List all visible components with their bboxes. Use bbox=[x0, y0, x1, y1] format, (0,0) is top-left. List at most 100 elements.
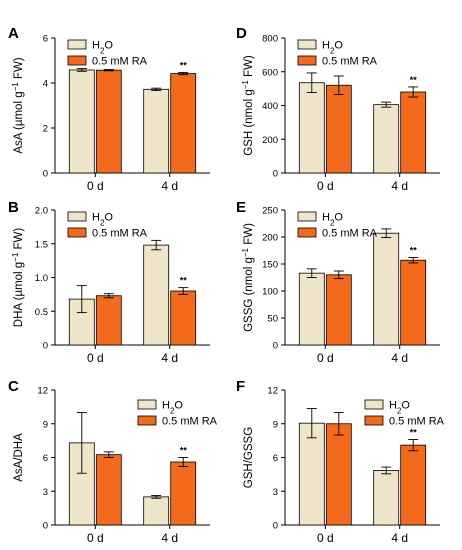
significance-mark: ** bbox=[410, 75, 418, 85]
legend-swatch-h2o bbox=[364, 399, 384, 410]
bar-ra bbox=[95, 295, 122, 346]
x-tick-label: 4 d bbox=[391, 179, 408, 193]
y-tick-label: 12 bbox=[37, 386, 48, 397]
x-tick-label: 0 d bbox=[317, 531, 334, 545]
bar-h2o bbox=[143, 244, 170, 346]
y-axis-label: GSH (nmol g−1 FW) bbox=[241, 55, 256, 156]
y-tick-label: 800 bbox=[262, 34, 278, 45]
y-tick-label: 400 bbox=[262, 101, 278, 112]
legend-label-ra: 0.5 mM RA bbox=[92, 228, 148, 240]
bar-h2o bbox=[68, 69, 95, 174]
significance-mark: ** bbox=[180, 60, 188, 70]
y-tick-label: 9 bbox=[43, 419, 48, 430]
legend-label-h2o: H2O bbox=[92, 212, 113, 228]
panel-letter: C bbox=[8, 378, 19, 395]
legend-label-ra: 0.5 mM RA bbox=[389, 416, 445, 428]
y-tick-label: 0.5 bbox=[35, 307, 48, 318]
bar-h2o bbox=[298, 82, 325, 174]
legend-swatch-ra bbox=[297, 227, 317, 238]
panel-letter: D bbox=[236, 25, 247, 42]
y-tick-label: 2 bbox=[43, 124, 48, 135]
panel-b: B 0 0.5 1.0 1.5 2.0 DHA (µmol g−1 FW) 0 d 4 d ** H… bbox=[8, 199, 210, 365]
y-tick-label: 3 bbox=[43, 487, 48, 498]
x-tick-label: 4 d bbox=[161, 531, 178, 545]
y-tick-label: 6 bbox=[273, 453, 278, 464]
x-tick-label: 4 d bbox=[161, 351, 178, 365]
legend-label-h2o: H2O bbox=[322, 212, 343, 228]
x-tick-label: 4 d bbox=[391, 351, 408, 365]
legend-label-ra: 0.5 mM RA bbox=[162, 416, 218, 428]
bar-ra bbox=[95, 454, 122, 526]
y-tick-label: 600 bbox=[262, 67, 278, 78]
bar-ra bbox=[170, 461, 197, 526]
x-tick-label: 0 d bbox=[317, 351, 334, 365]
x-tick-label: 0 d bbox=[87, 179, 104, 193]
y-axis-label: GSH/GSSG bbox=[243, 427, 255, 488]
y-tick-label: 1.0 bbox=[35, 273, 48, 284]
bar-ra bbox=[400, 444, 427, 526]
y-tick-label: 0 bbox=[43, 521, 48, 532]
bar-h2o bbox=[298, 422, 325, 526]
y-tick-label: 6 bbox=[43, 453, 48, 464]
x-tick-label: 0 d bbox=[317, 179, 334, 193]
y-tick-label: 0 bbox=[273, 521, 278, 532]
y-tick-label: 4 bbox=[43, 79, 48, 90]
significance-mark: ** bbox=[180, 276, 188, 286]
bar-ra bbox=[400, 259, 427, 346]
legend-label-ra: 0.5 mM RA bbox=[322, 228, 378, 240]
legend-swatch-h2o bbox=[137, 399, 157, 410]
legend-swatch-ra bbox=[67, 227, 87, 238]
significance-mark: ** bbox=[180, 446, 188, 456]
bar-ra bbox=[400, 91, 427, 174]
bar-ra bbox=[325, 423, 352, 526]
bar-h2o bbox=[373, 232, 400, 346]
legend-label-h2o: H2O bbox=[92, 40, 113, 56]
x-tick-label: 0 d bbox=[87, 351, 104, 365]
y-tick-label: 150 bbox=[262, 260, 278, 271]
panel-letter: A bbox=[8, 25, 19, 42]
legend-swatch-ra bbox=[297, 55, 317, 66]
bar-ra bbox=[95, 69, 122, 174]
y-tick-label: 9 bbox=[273, 419, 278, 430]
y-axis-label: AsA/DHA bbox=[13, 433, 25, 482]
bar-h2o bbox=[143, 88, 170, 174]
bar-ra bbox=[170, 290, 197, 346]
y-tick-label: 3 bbox=[273, 487, 278, 498]
legend-swatch-ra bbox=[137, 415, 157, 426]
legend-label-ra: 0.5 mM RA bbox=[92, 56, 148, 68]
legend-swatch-ra bbox=[67, 55, 87, 66]
legend-swatch-h2o bbox=[297, 211, 317, 222]
x-tick-label: 4 d bbox=[161, 179, 178, 193]
y-tick-label: 200 bbox=[262, 233, 278, 244]
significance-mark: ** bbox=[410, 428, 418, 438]
y-tick-label: 6 bbox=[43, 34, 48, 45]
legend-label-h2o: H2O bbox=[162, 400, 183, 416]
y-tick-label: 12 bbox=[267, 386, 278, 397]
y-axis-label: AsA (µmol g−1 FW) bbox=[11, 57, 26, 153]
y-tick-label: 0 bbox=[273, 169, 278, 180]
bar-ra bbox=[170, 73, 197, 174]
panel-letter: E bbox=[236, 199, 246, 216]
y-tick-label: 0 bbox=[43, 169, 48, 180]
legend-swatch-h2o bbox=[67, 211, 87, 222]
y-tick-label: 50 bbox=[267, 314, 278, 325]
bar-ra bbox=[325, 84, 352, 174]
bar-ra bbox=[325, 274, 352, 346]
x-tick-label: 0 d bbox=[87, 531, 104, 545]
y-axis-label: GSSG (nmol g−1 FW) bbox=[241, 223, 256, 332]
y-tick-label: 0 bbox=[273, 341, 278, 352]
legend-swatch-h2o bbox=[67, 39, 87, 50]
y-tick-label: 2.0 bbox=[35, 206, 48, 217]
legend-swatch-ra bbox=[364, 415, 384, 426]
panel-letter: B bbox=[8, 199, 19, 216]
y-tick-label: 200 bbox=[262, 135, 278, 146]
